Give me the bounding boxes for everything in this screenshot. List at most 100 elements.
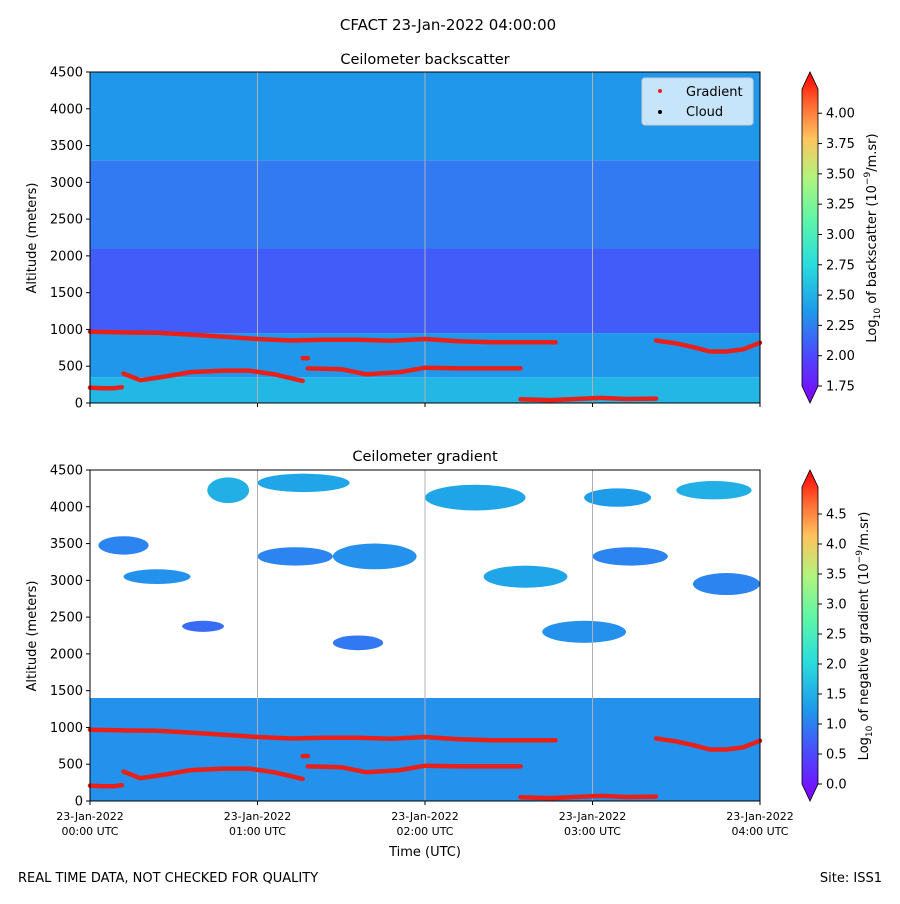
colorbar-tick-label: 1.0 [826, 718, 847, 733]
gradient-point-series [653, 338, 763, 354]
backscatter-panel: Ceilometer backscatter 0 500 1000 1500 2000 2… [25, 52, 883, 412]
gradient-patch [676, 481, 752, 500]
gradient-patch [332, 543, 417, 570]
colorbar-tick-label: 1.5 [826, 688, 847, 703]
y-tick-label: 1000 [50, 721, 83, 736]
colorbar-tick-label: 3.50 [826, 167, 855, 182]
x-tick-date-label: 23-Jan-2022 [56, 810, 124, 823]
y-tick-label: 1500 [50, 684, 83, 699]
gradient-point-series [121, 766, 305, 782]
colorbar-tick-label: 0.0 [826, 778, 847, 793]
time-axis-label: Time (UTC) [388, 845, 461, 860]
legend-box [641, 77, 754, 126]
y-tick-label: 3500 [50, 139, 83, 154]
gradient-axes: 0 500 1000 1500 2000 2500 3000 3500 4000 4500 [50, 464, 761, 810]
gradient-colorbar: 0.0 0.5 1.0 1.5 2.0 2.5 3.0 3.5 4.0 4.5 Log10 of … [801, 469, 875, 802]
gradient-patch [98, 536, 149, 555]
x-tick-time-label: 01:00 UTC [229, 825, 286, 838]
legend-cloud-marker [658, 110, 662, 114]
gradient-point-series [87, 782, 125, 789]
colorbar-tick-label: 2.25 [826, 319, 855, 334]
colorbar-tick-label: 3.5 [826, 568, 847, 583]
backscatter-title: Ceilometer backscatter [340, 52, 509, 68]
gradient-title: Ceilometer gradient [352, 449, 498, 465]
y-tick-label: 2500 [50, 611, 83, 626]
colorbar-tick-label: 3.25 [826, 198, 855, 213]
legend: Gradient Cloud [641, 77, 754, 126]
footer-disclaimer: REAL TIME DATA, NOT CHECKED FOR QUALITY [18, 871, 318, 886]
gradient-patch [425, 484, 526, 511]
colorbar-tick-label: 2.0 [826, 658, 847, 673]
legend-gradient-label: Gradient [686, 85, 743, 100]
gradient-patch [207, 477, 250, 504]
gradient-patch [592, 547, 668, 566]
gradient-patch [693, 572, 760, 596]
gradient-patch [584, 488, 652, 507]
backscatter-colorbar: 1.75 2.00 2.25 2.50 2.75 3.00 3.25 3.50 3.75 4.00… [801, 71, 883, 404]
backscatter-colorbar-bar [801, 71, 819, 404]
legend-gradient-marker [658, 89, 662, 93]
gradient-patch [332, 635, 384, 651]
y-tick-label: 1000 [50, 323, 83, 338]
y-tick-label: 4500 [50, 464, 83, 479]
x-tick-time-label: 03:00 UTC [564, 825, 621, 838]
colorbar-tick-label: 2.50 [826, 289, 855, 304]
colorbar-tick-label: 2.5 [826, 628, 847, 643]
x-tick-date-label: 23-Jan-2022 [559, 810, 627, 823]
colorbar-tick-label: 2.00 [826, 349, 855, 364]
y-tick-label: 500 [58, 758, 83, 773]
legend-cloud-label: Cloud [686, 105, 723, 120]
colorbar-tick-label: 3.00 [826, 228, 855, 243]
x-tick-time-label: 04:00 UTC [731, 825, 788, 838]
colorbar-tick-label: 3.0 [826, 598, 847, 613]
y-tick-label: 3000 [50, 574, 83, 589]
colorbar-tick-label: 0.5 [826, 748, 847, 763]
gradient-point-series [518, 395, 659, 403]
gradient-point-series [653, 736, 763, 752]
time-axis-ticks: 23-Jan-2022 00:00 UTC 23-Jan-2022 01:00 UTC… [56, 810, 794, 838]
gradient-point-series [87, 384, 125, 391]
y-tick-label: 3500 [50, 537, 83, 552]
gradient-point-series [305, 763, 523, 775]
x-tick-time-label: 02:00 UTC [396, 825, 453, 838]
y-tick-label: 0 [75, 795, 83, 810]
gradient-ylabel: Altitude (meters) [25, 581, 40, 692]
backscatter-axes: 0 500 1000 1500 2000 2500 3000 3500 4000 4500 [50, 66, 761, 412]
gradient-point-series [518, 793, 659, 801]
gradient-point-series [305, 365, 523, 377]
gradient-panel: Ceilometer gradient 0 500 1000 1500 2000 2500… [25, 449, 875, 810]
gradient-point-series [87, 329, 558, 345]
x-tick-date-label: 23-Jan-2022 [726, 810, 794, 823]
colorbar-tick-label: 1.75 [826, 380, 855, 395]
y-tick-label: 2500 [50, 213, 83, 228]
x-tick-date-label: 23-Jan-2022 [391, 810, 459, 823]
gradient-colorbar-bar [801, 469, 819, 802]
colorbar-tick-label: 2.75 [826, 258, 855, 273]
backscatter-colorbar-label: Log10 of backscatter (10−9/m.sr) [863, 133, 883, 342]
backscatter-ylabel: Altitude (meters) [25, 183, 40, 294]
figure-title: CFACT 23-Jan-2022 04:00:00 [340, 16, 556, 34]
colorbar-tick-label: 4.0 [826, 538, 847, 553]
y-tick-label: 500 [58, 360, 83, 375]
gradient-patch [257, 473, 350, 493]
colorbar-tick-label: 4.5 [826, 508, 847, 523]
colorbar-tick-label: 3.75 [826, 137, 855, 152]
gradient-point-series [87, 727, 558, 743]
y-tick-label: 4000 [50, 500, 83, 515]
gradient-point-series [121, 368, 305, 384]
y-tick-label: 1500 [50, 286, 83, 301]
x-tick-date-label: 23-Jan-2022 [224, 810, 292, 823]
gradient-patch [257, 547, 333, 566]
y-tick-label: 3000 [50, 176, 83, 191]
y-tick-label: 4500 [50, 66, 83, 81]
y-tick-label: 0 [75, 397, 83, 412]
y-tick-label: 2000 [50, 249, 83, 264]
colorbar-tick-label: 4.00 [826, 107, 855, 122]
footer-site: Site: ISS1 [820, 871, 882, 886]
gradient-patch [483, 565, 568, 588]
gradient-plot-area [87, 470, 763, 801]
y-tick-label: 4000 [50, 102, 83, 117]
gradient-patch [123, 569, 191, 585]
x-tick-time-label: 00:00 UTC [61, 825, 118, 838]
